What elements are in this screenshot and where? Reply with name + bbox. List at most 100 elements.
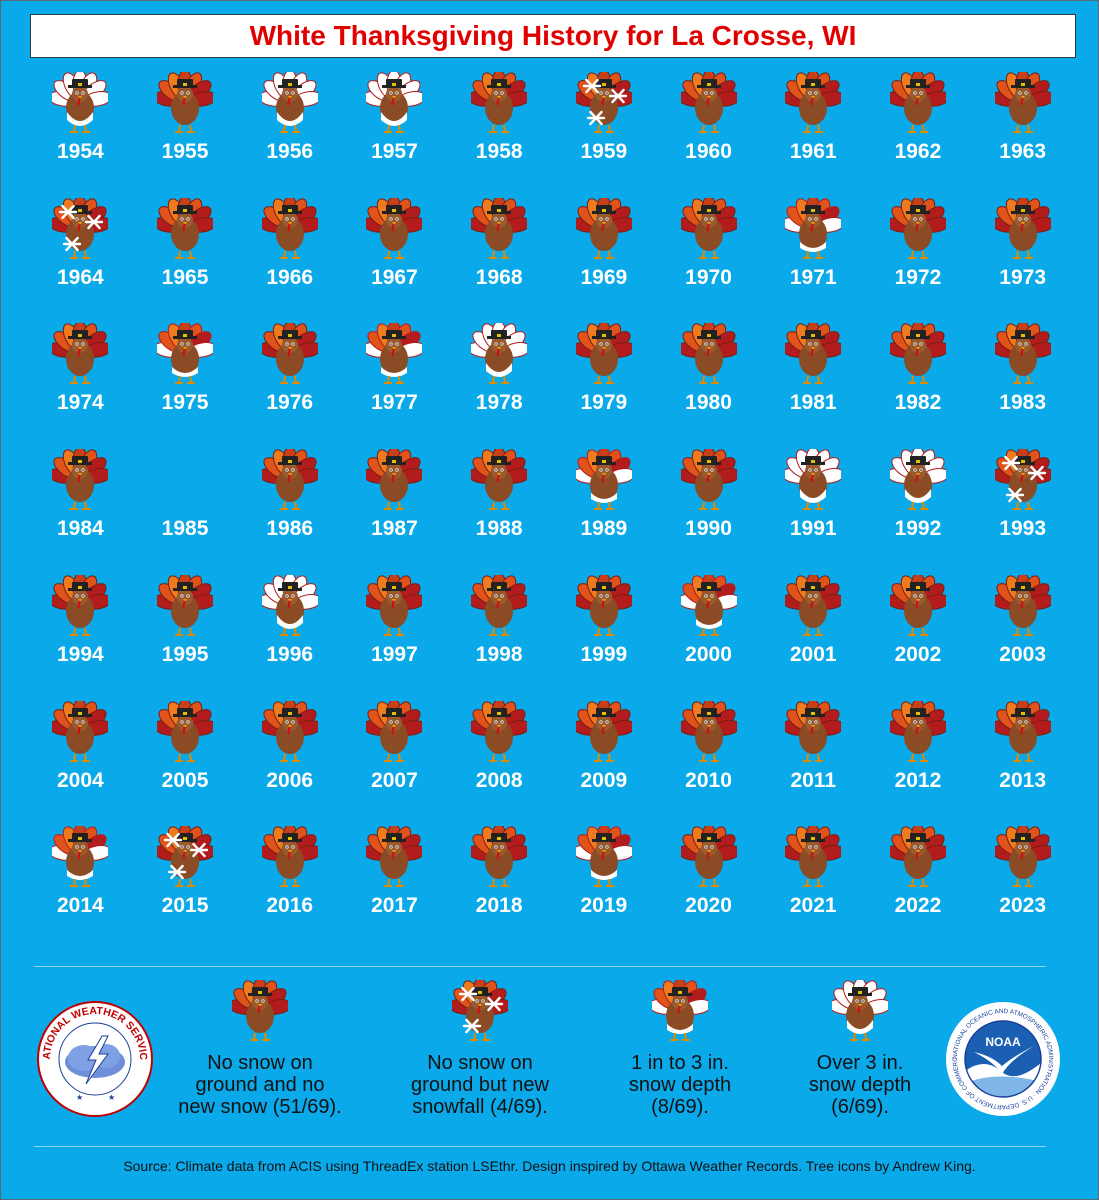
year-cell: 1963 [970,70,1075,196]
turkey-icon [785,449,842,511]
year-cell: 1974 [28,321,133,447]
year-label: 1981 [789,391,837,415]
year-label: 2011 [790,768,837,792]
year-label: 2012 [894,768,942,792]
year-cell: 1959 [551,70,656,196]
legend-text: No snow on [427,1052,533,1074]
year-label: 1989 [580,517,628,541]
year-label: 1957 [371,140,418,163]
legend-item-snowfall: No snow on ground but new snowfall (4/69). [372,980,588,1118]
turkey-icon [785,72,842,133]
turkey-icon [52,574,109,636]
year-label: 1977 [371,391,418,415]
turkey-icon [680,72,737,133]
year-cell: 1978 [447,321,552,447]
year-cell: 2009 [551,699,656,825]
year-label: 1998 [475,642,523,666]
turkey-icon [261,700,318,762]
year-label: 1956 [266,140,314,163]
year-label: 2007 [371,768,418,792]
year-cell: 1980 [656,321,761,447]
turkey-icon [52,72,109,133]
year-label: 1966 [266,265,314,289]
year-cell: 1989 [551,447,656,573]
turkey-icon [471,449,528,511]
year-cell: 1991 [761,447,866,573]
year-label: 1969 [580,265,628,289]
turkey-icon [575,700,632,762]
turkey-icon [575,574,632,636]
turkey-icon [680,700,737,762]
turkey-icon [157,323,214,385]
year-label: 1968 [475,265,523,289]
turkey-icon [785,574,842,636]
year-cell: 2001 [761,573,866,699]
divider-bottom [34,1146,1046,1147]
year-label: 2004 [56,768,104,792]
turkey-icon [157,197,214,259]
year-cell: 1988 [447,447,552,573]
turkey-icon [575,72,632,133]
year-cell: 1977 [342,321,447,447]
year-cell: 2015 [133,824,238,950]
year-cell: 2007 [342,699,447,825]
year-cell: 2023 [970,824,1075,950]
turkey-icon [366,574,423,636]
year-label: 1961 [789,140,837,163]
year-label: 1991 [789,517,837,541]
year-cell: 1966 [237,196,342,322]
year-label: 2019 [580,894,628,918]
year-cell: 1997 [342,573,447,699]
turkey-icon [785,826,842,888]
year-label: 1984 [56,517,104,541]
year-cell: 1972 [866,196,971,322]
turkey-icon [261,323,318,385]
year-cell: 1956 [237,70,342,196]
year-label: 1982 [894,391,942,415]
year-label: 1988 [475,517,523,541]
year-label: 2003 [999,642,1046,666]
noaa-logo-text: NOAA [985,1035,1021,1049]
year-label: 1997 [371,642,418,666]
year-cell: 2012 [866,699,971,825]
year-cell: 2021 [761,824,866,950]
year-label: 1955 [161,140,209,163]
turkey-icon [785,323,842,385]
turkey-icon [994,323,1051,385]
year-cell: 2016 [237,824,342,950]
turkey-icon [785,197,842,259]
year-label: 2001 [789,642,837,666]
legend-text: snowfall (4/69). [412,1096,548,1118]
year-label: 1986 [266,517,314,541]
year-label: 1970 [685,265,732,289]
year-cell: 1981 [761,321,866,447]
turkey-icon [471,574,528,636]
page-title: White Thanksgiving History for La Crosse… [30,14,1076,58]
legend-item-over3: Over 3 in. snow depth (6/69). [770,980,950,1118]
year-cell: 1968 [447,196,552,322]
year-cell: 2017 [342,824,447,950]
year-cell: 1975 [133,321,238,447]
turkey-icon [994,826,1051,888]
year-label: 2020 [685,894,732,918]
year-cell: 1969 [551,196,656,322]
year-cell: 1998 [447,573,552,699]
legend-text: 1 in to 3 in. [631,1052,729,1074]
year-label: 2016 [266,894,314,918]
turkey-icon [261,449,318,511]
turkey-icon [366,826,423,888]
legend-text: (6/69). [831,1096,889,1118]
year-cell: 2011 [761,699,866,825]
year-label: 1990 [685,517,732,541]
turkey-icon [157,72,214,133]
year-cell: 2003 [970,573,1075,699]
year-label: 1971 [789,265,837,289]
year-cell: 2008 [447,699,552,825]
year-cell: 1979 [551,321,656,447]
year-label: 2014 [56,894,104,918]
turkey-icon [157,700,214,762]
year-label: 2006 [266,768,314,792]
year-label: 1983 [999,391,1046,415]
turkey-icon [366,72,423,133]
year-cell: 1982 [866,321,971,447]
